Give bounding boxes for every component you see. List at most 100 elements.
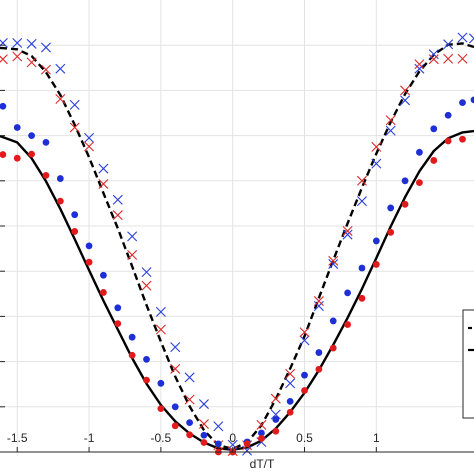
x-marker-stroke [443,39,454,50]
x-marker-stroke [141,280,152,291]
x-marker-point [55,63,66,74]
x-marker-point [26,57,37,68]
x-marker-point [428,54,439,65]
x-marker-point [69,99,80,110]
x-marker-point [256,419,267,430]
x-marker-stroke [428,54,439,65]
x-marker-stroke [457,53,468,64]
x-marker-point [469,33,474,44]
dot-marker-point [344,321,351,328]
dot-marker-point [0,151,7,158]
x-marker-point [299,335,310,346]
x-marker-stroke [270,393,281,404]
legend [462,309,474,419]
x-marker-stroke [414,59,425,70]
dot-marker-point [301,387,308,394]
dot-marker-point [157,379,165,387]
dot-marker-point [258,435,265,442]
x-marker-point [127,249,138,260]
x-marker-point [356,196,367,207]
x-marker-point [428,49,439,60]
x-tick-label: 1 [373,431,380,445]
dot-marker-point [71,211,79,219]
x-marker-point [127,231,138,242]
dot-marker-point [470,96,474,104]
dot-marker-point [42,171,50,179]
dot-marker-point [301,371,308,379]
dot-marker-point [444,111,452,119]
x-marker-stroke [0,37,8,47]
x-marker-stroke [84,132,95,143]
x-marker-point [400,85,411,96]
x-marker-stroke [356,175,367,186]
x-marker-stroke [285,368,296,379]
x-marker-point [170,342,181,353]
dot-marker-point [71,228,79,235]
x-marker-stroke [385,115,396,126]
x-marker-stroke [69,122,80,133]
x-marker-stroke [400,95,411,106]
x-marker-stroke [98,178,109,189]
x-marker-stroke [428,49,439,60]
legend-box [462,309,474,419]
x-marker-point [155,324,166,335]
dot-marker-point [171,422,179,430]
x-marker-stroke [184,394,195,405]
dot-marker-point [128,333,136,341]
dot-marker-point [444,137,452,145]
x-marker-stroke [299,327,310,338]
x-marker-stroke [313,301,324,311]
dot-marker-point [200,439,208,446]
x-marker-point [443,53,454,64]
x-marker-point [84,132,95,143]
x-marker-point [55,93,66,104]
dot-marker-point [372,237,380,245]
dot-marker-point [28,150,35,158]
dot-marker-point [358,294,366,302]
dot-marker-point [286,397,294,405]
x-marker-stroke [155,324,166,335]
dot-marker-point [42,138,50,146]
dot-marker-point [329,344,337,352]
x-marker-point [26,38,37,49]
x-marker-stroke [26,57,37,68]
x-marker-stroke [443,53,454,64]
dot-marker-point [143,376,150,384]
dot-marker-point [0,102,7,110]
dot-marker-point [272,427,280,435]
dot-marker-point [171,403,179,411]
x-marker-stroke [328,258,339,269]
x-marker-point [184,394,195,405]
x-marker-point [40,42,51,53]
dot-marker-point [416,148,423,156]
dot-marker-point [28,132,35,140]
x-marker-point [414,63,425,74]
x-marker-stroke [127,249,138,260]
x-marker-stroke [342,229,353,240]
x-marker-point [313,296,324,307]
dot-marker-point [243,440,251,448]
x-marker-stroke [342,225,353,236]
x-marker-stroke [184,372,195,383]
x-marker-point [155,306,166,317]
x-marker-point [457,53,468,64]
x-marker-point [98,163,109,174]
x-marker-point [198,418,209,429]
x-marker-point [69,122,80,133]
x-marker-stroke [55,93,66,104]
x-marker-point [141,267,152,278]
x-marker-point [98,178,109,189]
x-marker-point [385,115,396,126]
solid-fit-line [0,129,474,451]
x-marker-stroke [371,141,382,152]
dot-marker-point [272,416,280,423]
dot-marker-point [430,125,438,133]
x-marker-stroke [12,37,23,48]
dot-marker-point [13,124,21,131]
x-marker-stroke [356,196,367,207]
x-marker-stroke [170,342,181,353]
x-marker-point [285,368,296,379]
dot-marker-point [56,175,64,182]
x-marker-stroke [112,194,123,205]
x-marker-stroke [55,63,66,74]
